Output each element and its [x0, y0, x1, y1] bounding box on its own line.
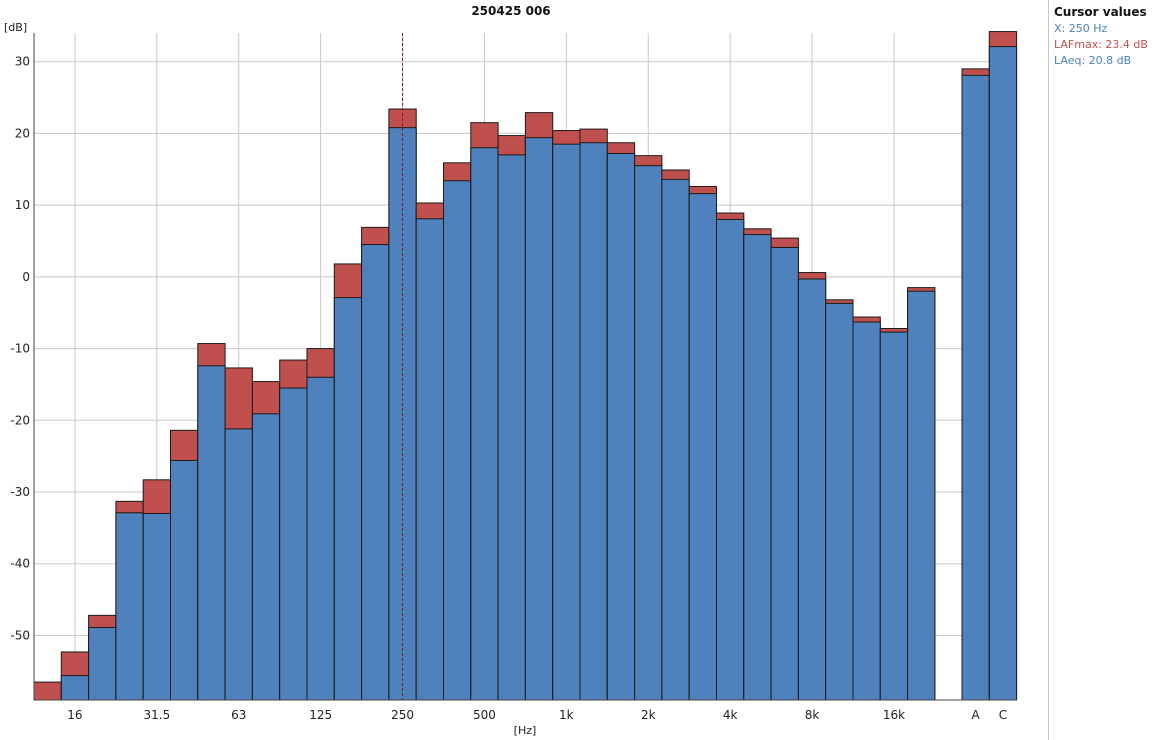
bar-laeq[interactable] — [170, 459, 199, 701]
y-tick-label: -30 — [10, 485, 30, 499]
cursor-values-title: Cursor values — [1054, 5, 1147, 19]
y-tick-label: 0 — [22, 270, 30, 284]
bar-laeq[interactable] — [879, 331, 909, 701]
x-tick-label: C — [999, 708, 1007, 722]
x-tick-label: 500 — [473, 708, 496, 722]
bar-laeq[interactable] — [743, 234, 772, 701]
bar-laeq[interactable] — [361, 244, 390, 701]
bar-laeq[interactable] — [443, 180, 472, 701]
x-tick-label: 4k — [723, 708, 738, 722]
x-axis-unit-label: [Hz] — [514, 724, 537, 737]
x-tick-label: 63 — [231, 708, 246, 722]
axes: 30 20 10 0 -10 -20 -30 -40 -50 16 31.5 63 125 250 500 1… — [10, 33, 1017, 722]
y-tick-label: -50 — [10, 628, 30, 642]
x-tick-label: A — [972, 708, 981, 722]
bar-laeq[interactable] — [197, 365, 226, 701]
bar-lafmax[interactable] — [33, 681, 62, 701]
bar-laeq[interactable] — [579, 142, 608, 701]
bar-laeq[interactable] — [306, 376, 335, 701]
x-tick-label: 2k — [641, 708, 656, 722]
bar-laeq[interactable] — [688, 193, 718, 701]
x-tick-label: 1k — [559, 708, 574, 722]
x-tick-label: 8k — [805, 708, 820, 722]
bar-laeq[interactable] — [415, 218, 445, 701]
x-tick-label: 250 — [391, 708, 414, 722]
bar-laeq[interactable] — [770, 246, 799, 701]
bar-laeq[interactable] — [606, 152, 636, 701]
bar-laeq[interactable] — [661, 178, 690, 701]
x-tick-label: 31.5 — [143, 708, 170, 722]
cursor-x-value: X: 250 Hz — [1054, 22, 1108, 35]
x-tick-label: 16k — [883, 708, 905, 722]
y-tick-label: 20 — [15, 126, 30, 140]
chart-title: 250425 006 — [471, 4, 550, 18]
bar-laeq[interactable] — [907, 290, 936, 701]
bar-laeq[interactable] — [852, 321, 881, 701]
bar-laeq[interactable] — [333, 297, 363, 701]
y-tick-label: -20 — [10, 413, 30, 427]
cursor-lafmax-value: LAFmax: 23.4 dB — [1054, 38, 1148, 51]
x-tick-label: 125 — [309, 708, 332, 722]
bar-laeq[interactable] — [552, 143, 581, 701]
bar-laeq[interactable] — [142, 513, 171, 701]
bar-laeq[interactable] — [797, 278, 827, 701]
bar-laeq[interactable] — [497, 154, 526, 701]
bar-laeq[interactable] — [60, 675, 90, 701]
x-tick-label: 16 — [67, 708, 82, 722]
bar-laeq[interactable] — [961, 74, 990, 701]
cursor-values-panel: Cursor values X: 250 Hz LAFmax: 23.4 dB … — [1048, 0, 1156, 740]
bar-laeq[interactable] — [634, 165, 663, 701]
bar-laeq[interactable] — [524, 137, 554, 701]
bar-laeq[interactable] — [115, 512, 144, 701]
spectrum-chart[interactable]: 250425 006 [dB] [Hz] 30 20 10 0 -10 -20 -30 -40… — [0, 0, 1048, 740]
y-tick-label: 10 — [15, 198, 30, 212]
bar-laeq[interactable] — [716, 218, 745, 701]
bars[interactable] — [33, 31, 1018, 701]
cursor-laeq-value: LAeq: 20.8 dB — [1054, 54, 1132, 67]
y-tick-label: -10 — [10, 342, 30, 356]
y-tick-label: -40 — [10, 557, 30, 571]
bar-laeq[interactable] — [470, 147, 499, 701]
y-axis-unit-label: [dB] — [4, 21, 27, 34]
y-tick-label: 30 — [15, 55, 30, 69]
bar-laeq[interactable] — [251, 413, 281, 701]
bar-laeq[interactable] — [224, 428, 253, 701]
bar-laeq[interactable] — [279, 387, 308, 701]
bar-laeq[interactable] — [825, 302, 854, 701]
bar-laeq[interactable] — [88, 627, 117, 701]
bar-laeq[interactable] — [988, 46, 1018, 701]
